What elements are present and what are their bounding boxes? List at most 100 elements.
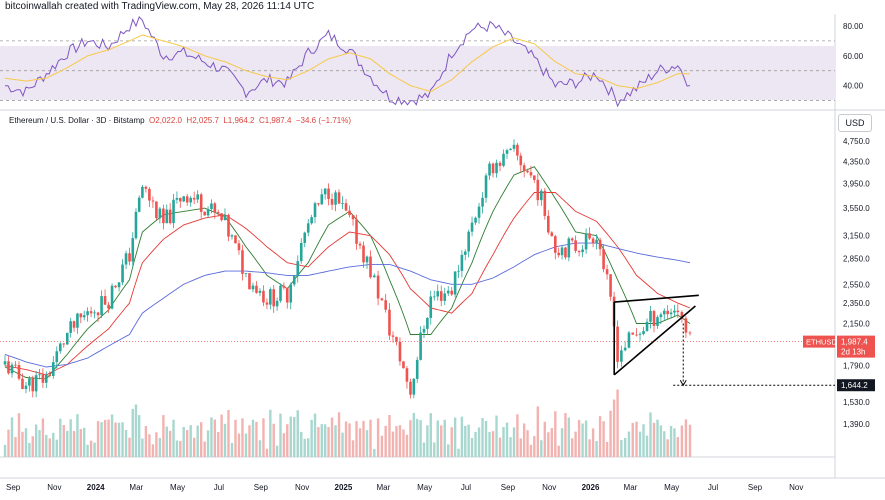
volume-bar bbox=[7, 429, 10, 457]
volume-bar bbox=[137, 415, 141, 457]
volume-bar bbox=[358, 428, 362, 457]
price-tick-label: 4,350.0 bbox=[843, 157, 870, 166]
volume-bar bbox=[79, 429, 83, 457]
candle-body bbox=[502, 153, 505, 166]
volume-bar bbox=[52, 432, 55, 457]
candle-body bbox=[58, 343, 62, 352]
volume-bar bbox=[286, 424, 289, 457]
candle-body bbox=[609, 274, 612, 297]
volume-bar bbox=[481, 418, 484, 457]
candle-body bbox=[272, 289, 276, 307]
volume-bar bbox=[457, 448, 460, 457]
time-tick-label: Jul bbox=[461, 483, 471, 492]
candle-body bbox=[114, 285, 117, 288]
candle-body bbox=[38, 374, 41, 376]
time-tick-label: Nov bbox=[542, 483, 556, 492]
candle-body bbox=[151, 200, 155, 202]
candle-body bbox=[376, 275, 380, 299]
volume-bar bbox=[376, 418, 380, 457]
volume-bar bbox=[24, 428, 28, 457]
volume-bar bbox=[141, 438, 144, 457]
candle-body bbox=[251, 285, 255, 290]
candle-body bbox=[588, 233, 591, 239]
candle-body bbox=[656, 317, 659, 326]
volume-bar bbox=[131, 408, 134, 457]
candle-body bbox=[627, 332, 631, 348]
candle-body bbox=[172, 199, 175, 224]
rsi-axis: 80.00 60.00 40.00 bbox=[843, 22, 864, 91]
candle-body bbox=[137, 197, 141, 212]
volume-bar bbox=[402, 429, 405, 457]
candle-body bbox=[463, 251, 467, 255]
volume-bar bbox=[627, 431, 631, 457]
candle-body bbox=[313, 203, 317, 218]
volume-bar bbox=[638, 431, 642, 457]
candle-body bbox=[110, 285, 114, 309]
volume-bar bbox=[547, 432, 550, 457]
volume-bar bbox=[185, 430, 189, 457]
candle-body bbox=[453, 271, 457, 295]
volume-bar bbox=[666, 439, 669, 457]
candle-body bbox=[415, 359, 419, 379]
candle-body bbox=[498, 162, 502, 166]
currency-button[interactable]: USD bbox=[838, 114, 872, 132]
volume-bar bbox=[337, 412, 341, 457]
candle-body bbox=[388, 309, 391, 336]
candle-body bbox=[86, 311, 89, 316]
candle-body bbox=[230, 235, 234, 237]
volume-bar bbox=[192, 437, 196, 457]
volume-bar bbox=[134, 404, 138, 457]
volume-bars bbox=[3, 389, 692, 457]
candle-body bbox=[279, 285, 282, 301]
volume-bar bbox=[616, 389, 619, 457]
volume-bar bbox=[168, 430, 172, 457]
volume-bar bbox=[34, 424, 38, 457]
candle-body bbox=[460, 254, 464, 271]
candle-body bbox=[48, 374, 52, 376]
volume-bar bbox=[89, 440, 93, 457]
volume-bar bbox=[567, 417, 571, 457]
volume-bar bbox=[395, 426, 398, 457]
volume-bar bbox=[293, 417, 296, 457]
volume-bar bbox=[344, 421, 348, 457]
volume-bar bbox=[355, 421, 358, 457]
candle-body bbox=[107, 304, 110, 309]
candle-body bbox=[96, 312, 100, 316]
volume-bar bbox=[158, 438, 162, 457]
candle-body bbox=[155, 201, 158, 219]
time-tick-label: Sep bbox=[254, 483, 269, 492]
volume-bar bbox=[536, 406, 540, 457]
candle-body bbox=[31, 378, 35, 392]
candle-body bbox=[306, 223, 310, 233]
candle-body bbox=[642, 330, 645, 335]
candle-body bbox=[134, 211, 138, 239]
candle-body bbox=[234, 235, 237, 244]
time-axis: Sep Nov 2024 Mar May Jul Sep Nov 2025 Mar May Jul Se… bbox=[6, 483, 803, 492]
price-tick-label: 4,750.0 bbox=[843, 137, 870, 146]
candle-body bbox=[275, 300, 279, 307]
rsi-tick-label: 60.00 bbox=[843, 52, 864, 61]
volume-bar bbox=[66, 430, 69, 457]
volume-bar bbox=[484, 421, 488, 457]
target-price-label: 1,644.2 bbox=[841, 381, 868, 390]
candle-body bbox=[296, 261, 300, 277]
volume-bar bbox=[17, 413, 21, 457]
ma-slow-line bbox=[4, 242, 691, 368]
triangle-lower-line bbox=[613, 305, 696, 376]
candle-body bbox=[380, 298, 384, 301]
volume-bar bbox=[114, 422, 117, 457]
candle-body bbox=[432, 296, 436, 298]
volume-bar bbox=[656, 419, 659, 457]
candle-body bbox=[165, 209, 169, 224]
volume-bar bbox=[649, 412, 652, 457]
watermark-header: bitcoinwallah created with TradingView.c… bbox=[5, 1, 315, 12]
volume-bar bbox=[365, 430, 369, 457]
candle-body bbox=[574, 240, 577, 251]
time-tick-label: Mar bbox=[129, 483, 143, 492]
volume-bar bbox=[144, 426, 148, 457]
volume-bar bbox=[148, 434, 151, 457]
volume-bar bbox=[516, 414, 519, 457]
volume-bar bbox=[635, 421, 638, 457]
candle-body bbox=[299, 242, 303, 262]
